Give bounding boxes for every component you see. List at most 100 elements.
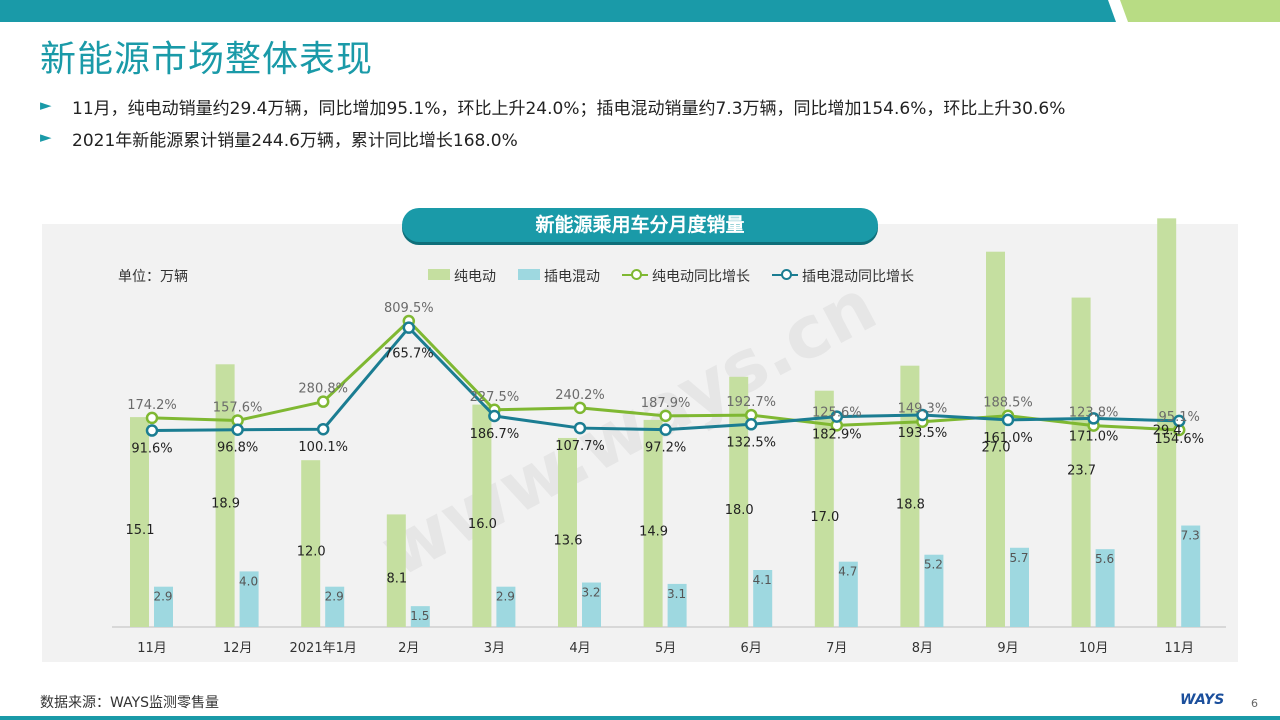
bar-phev (410, 606, 430, 627)
bullet-text: 2021年新能源累计销量244.6万辆，累计同比增长168.0% (72, 131, 518, 151)
legend-swatch (518, 269, 540, 280)
bar-label-pure-ev: 18.0 (725, 503, 754, 518)
bar-phev (496, 586, 516, 627)
page-title: 新能源市场整体表现 (40, 39, 374, 80)
ways-logo: WAYS (1180, 692, 1225, 708)
line-pure-ev-yoy-marker (659, 409, 672, 423)
x-tick-label: 4月 (569, 641, 590, 656)
line-phev-yoy-label: 96.8% (217, 441, 258, 456)
bar-label-pure-ev: 27.0 (982, 440, 1011, 455)
x-tick-label: 7月 (826, 641, 847, 656)
bar-label-pure-ev: 15.1 (126, 523, 155, 538)
bar-label-pure-ev: 13.6 (554, 533, 583, 548)
legend-label: 纯电动 (454, 269, 496, 285)
line-pure-ev-yoy-label: 174.2% (127, 398, 177, 413)
data-source: 数据来源：WAYS监测零售量 (40, 695, 220, 711)
line-phev-yoy-marker (1087, 412, 1100, 425)
line-pure-ev-yoy-label: 192.7% (726, 395, 776, 410)
x-tick-label: 2月 (398, 641, 419, 656)
line-phev-yoy-marker (402, 321, 416, 334)
bar-label-phev: 4.0 (239, 574, 258, 588)
line-phev-yoy-label: 182.9% (812, 428, 862, 443)
bar-phev (667, 583, 687, 627)
bar-pure-ev (986, 251, 1005, 627)
x-tick-label: 11月 (137, 641, 167, 656)
x-tick-label: 3月 (484, 641, 505, 656)
line-pure-ev-yoy-label: 149.3% (898, 402, 948, 417)
legend-marker (631, 269, 642, 280)
bar-label-pure-ev: 17.0 (810, 510, 839, 525)
line-phev-yoy-marker (145, 424, 159, 437)
bar-pure-ev (814, 390, 834, 627)
line-phev-yoy-marker (830, 410, 844, 423)
legend-label: 纯电动同比增长 (652, 269, 750, 285)
line-phev-yoy-label: 193.5% (898, 426, 948, 441)
bar-label-phev: 5.6 (1095, 552, 1114, 566)
bar-label-pure-ev: 12.0 (297, 545, 326, 560)
x-tick-label: 6月 (741, 641, 762, 656)
bar-label-phev: 4.7 (838, 565, 857, 579)
line-pure-ev-yoy-label: 95.1% (1159, 410, 1200, 425)
x-tick-label: 9月 (997, 641, 1018, 656)
bar-phev (582, 582, 601, 627)
bar-label-phev: 3.1 (667, 587, 686, 601)
bar-pure-ev (472, 404, 492, 627)
bar-pure-ev (301, 460, 321, 627)
bar-label-phev: 4.1 (753, 573, 772, 587)
unit-label: 单位：万辆 (118, 269, 188, 285)
bar-label-pure-ev: 16.0 (468, 517, 497, 532)
x-tick-label: 10月 (1079, 641, 1109, 656)
x-tick-label: 8月 (912, 641, 933, 656)
bar-phev (239, 571, 259, 627)
bar-pure-ev (386, 514, 406, 627)
triangle-right-icon: ► (40, 128, 52, 146)
line-pure-ev-yoy-label: 123.8% (1069, 406, 1119, 421)
line-phev-yoy-label: 161.0% (983, 431, 1033, 446)
bar-phev (753, 570, 773, 627)
bar-label-pure-ev: 23.7 (1067, 463, 1096, 478)
bar-pure-ev (558, 437, 577, 627)
triangle-right-icon: ► (40, 96, 52, 114)
bar-label-pure-ev: 18.8 (896, 497, 925, 512)
x-tick-label: 11月 (1164, 641, 1194, 656)
line-pure-ev-yoy-label: 809.5% (384, 301, 434, 316)
x-tick-label: 12月 (223, 641, 253, 656)
line-pure-ev-yoy-marker (316, 395, 330, 408)
line-phev-yoy-marker (488, 409, 501, 423)
bar-phev (154, 586, 173, 627)
line-pure-ev-yoy-marker (145, 411, 159, 425)
legend-swatch (428, 269, 450, 280)
line-pure-ev-yoy-label: 157.6% (213, 400, 263, 415)
bar-label-pure-ev: 8.1 (386, 572, 407, 587)
line-phev-yoy-marker (316, 422, 330, 436)
bar-pure-ev (130, 417, 149, 627)
header-band (0, 0, 1280, 22)
line-pure-ev-yoy-label: 125.6% (812, 405, 862, 420)
bar-label-phev: 7.3 (1181, 529, 1200, 543)
line-phev-yoy-label: 107.7% (555, 439, 605, 454)
bar-label-pure-ev: 18.9 (211, 497, 240, 512)
legend-label: 插电混动同比增长 (802, 269, 914, 285)
line-pure-ev-yoy-label: 280.8% (298, 382, 348, 397)
line-pure-ev-yoy-marker (573, 401, 587, 415)
bar-pure-ev (643, 419, 663, 627)
x-tick-label: 2021年1月 (290, 641, 357, 656)
bar-label-phev: 5.2 (924, 558, 943, 572)
line-phev-yoy-label: 154.6% (1154, 432, 1204, 447)
chart-title: 新能源乘用车分月度销量 (402, 208, 878, 242)
line-phev-yoy-label: 765.7% (384, 347, 434, 362)
bar-label-phev: 5.7 (1009, 551, 1028, 565)
x-tick-label: 5月 (655, 641, 676, 656)
legend-marker (781, 269, 792, 280)
bar-pure-ev (900, 365, 920, 627)
line-phev-yoy-marker (744, 418, 758, 431)
line-pure-ev-yoy-label: 188.5% (983, 396, 1033, 411)
bar-pure-ev (1157, 218, 1177, 627)
bar-phev (838, 561, 858, 627)
legend-label: 插电混动 (544, 269, 600, 285)
line-phev-yoy-marker (1172, 414, 1186, 428)
line-phev-yoy-marker (231, 423, 244, 436)
bar-label-phev: 2.9 (325, 590, 344, 604)
line-pure-ev-yoy-label: 227.5% (470, 390, 520, 405)
bar-label-phev: 2.9 (153, 590, 172, 604)
